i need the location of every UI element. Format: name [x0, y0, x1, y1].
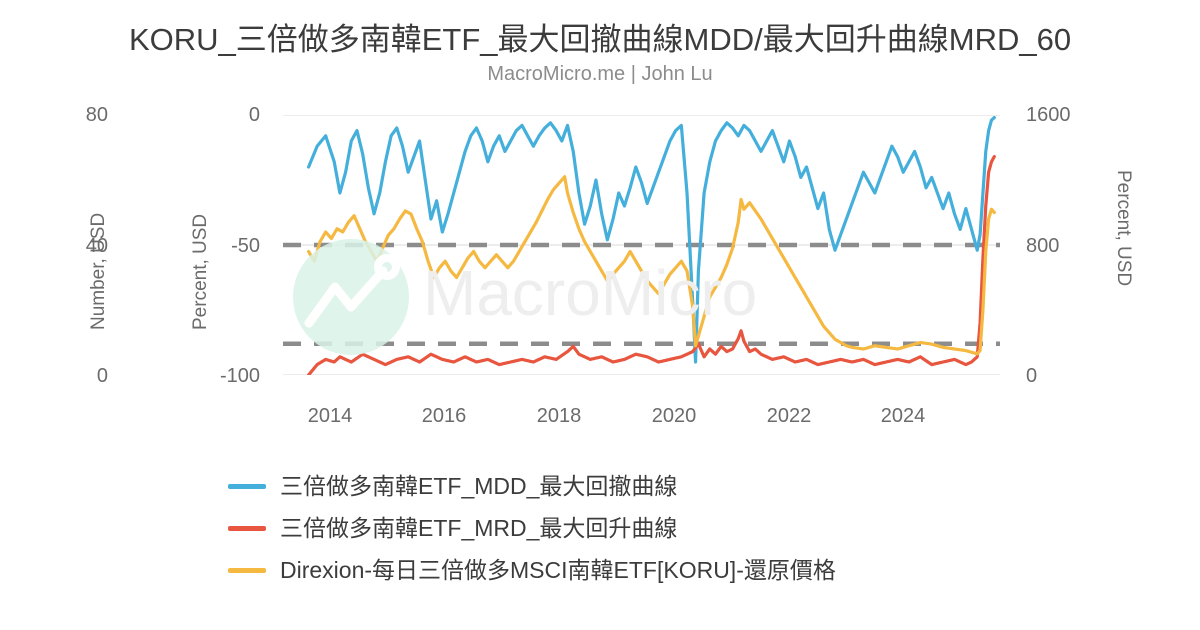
series-line [307, 116, 996, 364]
axis-title-right: Percent, USD [1113, 170, 1134, 287]
tick-left-outer-80: 80 [85, 104, 108, 126]
legend-item-mdd[interactable]: 三倍做多南韓ETF_MDD_最大回撤曲線 [0, 465, 1200, 507]
plot-area [283, 115, 1000, 375]
tick-right-0: 0 [1026, 365, 1038, 387]
axis-title-left-inner: Percent, USD [190, 213, 211, 330]
series-paths [307, 116, 996, 375]
legend-swatch-mrd [228, 525, 266, 531]
series-line [307, 175, 996, 356]
chart-subtitle: MacroMicro.me | John Lu [487, 63, 713, 85]
legend-label-mrd: 三倍做多南韓ETF_MRD_最大回升曲線 [280, 514, 678, 541]
legend-swatch-mdd [228, 483, 266, 489]
reference-lines [283, 242, 1000, 347]
legend-label-mdd: 三倍做多南韓ETF_MDD_最大回撤曲線 [280, 472, 678, 499]
legend-swatch-koru-price [228, 567, 266, 573]
tick-left-inner-neg50: -50 [231, 235, 260, 257]
legend-item-koru-price[interactable]: Direxion-每日三倍做多MSCI南韓ETF[KORU]-還原價格 [0, 549, 1200, 591]
tick-left-outer-0: 0 [96, 365, 108, 387]
tick-x-2014: 2014 [307, 405, 353, 427]
tick-x-2018: 2018 [536, 405, 582, 427]
tick-x-2016: 2016 [421, 405, 467, 427]
tick-x-2022: 2022 [766, 405, 812, 427]
legend-item-mrd[interactable]: 三倍做多南韓ETF_MRD_最大回升曲線 [0, 507, 1200, 549]
plot-svg [283, 115, 1000, 375]
chart-title: KORU_三倍做多南韓ETF_最大回撤曲線MDD/最大回升曲線MRD_60 [128, 22, 1072, 57]
tick-right-1600: 1600 [1026, 104, 1071, 126]
series-line [307, 155, 996, 375]
tick-left-inner-0: 0 [248, 104, 260, 126]
chart-legend: 三倍做多南韓ETF_MDD_最大回撤曲線 三倍做多南韓ETF_MRD_最大回升曲… [0, 465, 1200, 591]
legend-label-koru-price: Direxion-每日三倍做多MSCI南韓ETF[KORU]-還原價格 [280, 556, 836, 583]
tick-x-2024: 2024 [880, 405, 926, 427]
tick-left-inner-neg100: -100 [219, 365, 260, 387]
tick-right-800: 800 [1026, 235, 1060, 257]
tick-x-2020: 2020 [651, 405, 697, 427]
axis-title-left-outer: Number, USD [88, 212, 109, 330]
tick-left-outer-40: 40 [85, 235, 108, 257]
